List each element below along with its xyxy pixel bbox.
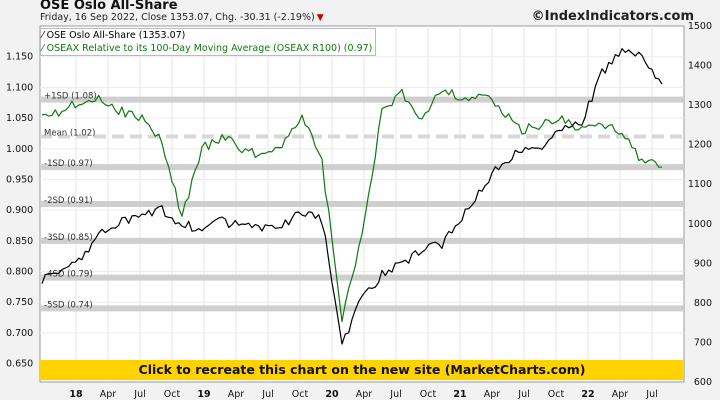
x-tick-label: Apr: [356, 389, 373, 400]
chart-subtitle: Friday, 16 Sep 2022, Close 1353.07, Chg.…: [40, 12, 324, 23]
x-tick-label: Jul: [389, 389, 401, 400]
right-tick-label: 1500: [688, 21, 712, 32]
right-tick-label: 1100: [688, 179, 712, 190]
left-tick-label: 1.100: [6, 82, 33, 93]
left-tick-label: 1.000: [6, 144, 33, 155]
legend-label-index: OSE Oslo All-Share (1353.07): [46, 30, 186, 41]
left-tick-label: 0.700: [6, 328, 33, 339]
close-summary: Friday, 16 Sep 2022, Close 1353.07, Chg.…: [40, 12, 315, 23]
x-tick-label: 20: [325, 389, 339, 400]
x-tick-label: Jul: [261, 389, 273, 400]
legend-mark-index: ⁄: [42, 30, 44, 41]
x-tick-label: Apr: [228, 389, 245, 400]
x-tick-label: 22: [581, 389, 594, 400]
x-tick-label: Apr: [484, 389, 501, 400]
reference-label: Mean (1.02): [44, 128, 95, 138]
chart-legend: ⁄ OSE Oslo All-Share (1353.07) ⁄ OSEAX R…: [40, 28, 377, 56]
left-tick-label: 0.850: [6, 236, 33, 247]
right-tick-label: 700: [694, 337, 712, 348]
reference-label: -1SD (0.97): [44, 159, 93, 169]
right-tick-label: 900: [694, 258, 712, 269]
x-tick-label: Jul: [645, 389, 657, 400]
down-arrow-icon: ▼: [316, 13, 324, 23]
right-tick-label: 1000: [688, 219, 712, 230]
left-tick-label: 1.050: [6, 113, 33, 124]
x-tick-label: Jul: [517, 389, 529, 400]
legend-label-relative: OSEAX Relative to its 100-Day Moving Ave…: [46, 43, 373, 54]
reference-label: -2SD (0.91): [44, 196, 93, 206]
x-tick-label: 18: [69, 389, 83, 400]
reference-label: -5SD (0.74): [44, 300, 93, 310]
site-credit[interactable]: ©IndexIndicators.com: [531, 9, 694, 24]
left-tick-label: 0.800: [6, 267, 33, 278]
right-tick-label: 1300: [688, 100, 712, 111]
x-tick-label: Apr: [612, 389, 629, 400]
legend-mark-relative: ⁄: [42, 43, 44, 54]
x-tick-label: Oct: [548, 389, 565, 400]
left-tick-label: 0.750: [6, 297, 33, 308]
right-tick-label: 600: [694, 377, 712, 388]
recreate-chart-link[interactable]: Click to recreate this chart on the new …: [40, 360, 684, 380]
x-tick-label: Oct: [164, 389, 181, 400]
x-tick-label: Apr: [100, 389, 117, 400]
right-tick-label: 1200: [688, 140, 712, 151]
left-tick-label: 0.650: [6, 359, 33, 370]
relative-series-line: [41, 88, 663, 323]
right-tick-label: 1400: [688, 61, 712, 72]
x-tick-label: Oct: [292, 389, 309, 400]
left-tick-label: 1.150: [6, 52, 33, 63]
left-tick-label: 0.950: [6, 174, 33, 185]
reference-label: -3SD (0.85): [44, 233, 93, 243]
reference-label: +1SD (1.08): [44, 92, 97, 102]
x-tick-label: 21: [453, 389, 466, 400]
chart-title: OSE Oslo All-Share: [40, 0, 178, 13]
index-series-line: [41, 48, 663, 345]
x-tick-label: Oct: [420, 389, 437, 400]
x-tick-label: Jul: [133, 389, 145, 400]
right-tick-label: 800: [694, 298, 712, 309]
left-tick-label: 0.900: [6, 205, 33, 216]
reference-label: -4SD (0.79): [44, 270, 93, 280]
x-tick-label: 19: [197, 389, 210, 400]
